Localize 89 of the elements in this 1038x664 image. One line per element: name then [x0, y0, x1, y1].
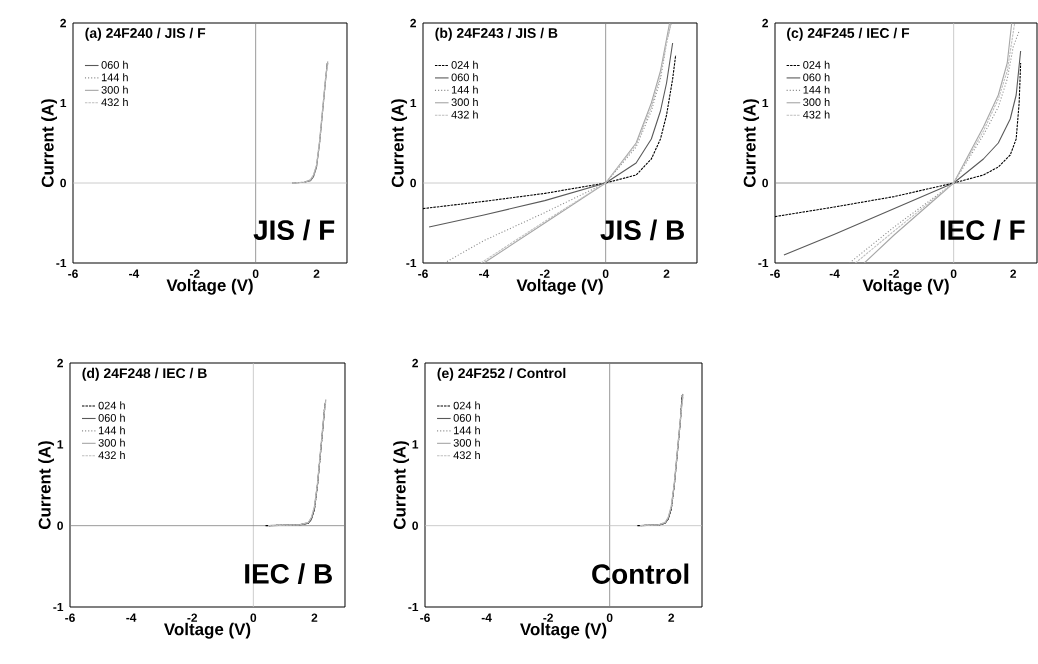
chart-title: (a) 24F240 / JIS / F [85, 27, 206, 41]
y-tick-label: 1 [60, 98, 67, 108]
x-tick-label: -6 [65, 613, 75, 622]
y-tick-label: 1 [412, 440, 419, 449]
x-tick-label: -2 [189, 269, 200, 278]
annotation: JIS / F [253, 219, 335, 241]
legend-label: 144 h [101, 73, 128, 82]
x-tick-label: -6 [770, 269, 780, 278]
legend-label: 432 h [101, 98, 128, 107]
legend-label: 432 h [453, 451, 480, 460]
x-tick-label: -4 [481, 613, 492, 622]
y-tick-label: 2 [57, 358, 63, 368]
y-tick-label: 0 [762, 178, 768, 188]
legend-label: 300 h [451, 98, 478, 107]
chart-title: (d) 24F248 / IEC / B [82, 367, 207, 381]
x-tick-label: 2 [1010, 269, 1017, 278]
legend-label: 024 h [453, 401, 480, 410]
x-tick-label: 0 [602, 269, 609, 278]
y-axis-title: Current (A) [393, 441, 410, 530]
chart-title: (b) 24F243 / JIS / B [435, 27, 558, 41]
y-tick-label: 0 [410, 178, 416, 188]
annotation: Control [592, 563, 689, 584]
legend-label: 060 h [451, 73, 478, 82]
x-tick-label: -6 [418, 269, 428, 278]
legend-label: 300 h [803, 98, 830, 107]
legend-label: 024 h [803, 60, 830, 69]
x-tick-label: 0 [250, 613, 257, 622]
y-tick-label: 0 [57, 521, 63, 530]
x-tick-label: 0 [606, 613, 613, 622]
y-tick-label: 1 [57, 440, 64, 449]
y-tick-label: 2 [60, 18, 66, 28]
x-tick-label: -4 [479, 269, 490, 278]
legend-label: 432 h [98, 451, 125, 460]
x-tick-label: -2 [543, 613, 553, 622]
y-tick-label: 1 [762, 98, 769, 108]
legend-label: 060 h [803, 73, 830, 82]
y-tick-label: 2 [762, 18, 769, 28]
chart-title: (e) 24F252 / Control [437, 367, 566, 381]
legend-label: 144 h [803, 85, 830, 94]
x-tick-label: 2 [313, 269, 320, 278]
annotation: IEC / F [940, 219, 1025, 241]
x-tick-label: 2 [668, 613, 675, 622]
y-axis-title: Current (A) [38, 441, 55, 530]
y-tick-label: 0 [412, 521, 418, 530]
y-tick-label: 0 [60, 178, 66, 188]
y-tick-label: 2 [410, 18, 417, 28]
legend-label: 024 h [451, 60, 478, 69]
y-axis-title: Current (A) [391, 99, 408, 187]
y-axis-title: Current (A) [743, 99, 760, 187]
y-tick-label: -1 [758, 258, 769, 268]
x-tick-label: -6 [420, 613, 430, 622]
x-tick-label: -2 [187, 613, 198, 622]
legend-label: 060 h [453, 413, 480, 422]
x-tick-label: 0 [252, 269, 259, 278]
chart-title: (c) 24F245 / IEC / F [787, 27, 910, 41]
annotation: JIS / B [600, 219, 684, 241]
x-axis-title: Voltage (V) [862, 278, 949, 295]
x-axis-title: Voltage (V) [164, 622, 251, 639]
legend-label: 432 h [451, 110, 478, 119]
legend-label: 432 h [803, 110, 830, 119]
y-tick-label: -1 [406, 258, 417, 268]
legend-label: 060 h [101, 60, 128, 69]
legend-label: 300 h [453, 438, 480, 447]
annotation: IEC / B [245, 563, 332, 584]
x-axis-title: Voltage (V) [520, 622, 607, 639]
legend-label: 144 h [98, 426, 125, 435]
y-tick-label: 2 [412, 358, 419, 368]
x-tick-label: -4 [129, 269, 140, 278]
x-tick-label: -4 [829, 269, 840, 278]
legend-label: 144 h [451, 85, 478, 94]
x-tick-label: 2 [311, 613, 318, 622]
x-tick-label: -2 [889, 269, 899, 278]
x-tick-label: -4 [126, 613, 137, 622]
legend-label: 144 h [454, 426, 480, 435]
y-tick-label: -1 [408, 602, 419, 612]
y-tick-label: -1 [53, 602, 64, 612]
y-tick-label: 1 [410, 98, 417, 108]
legend-label: 300 h [98, 438, 125, 447]
y-tick-label: -1 [56, 258, 67, 268]
x-tick-label: 2 [663, 269, 670, 278]
legend-label: 024 h [98, 401, 125, 410]
x-axis-title: Voltage (V) [516, 278, 603, 295]
x-axis-title: Voltage (V) [166, 278, 253, 295]
x-tick-label: 0 [950, 269, 957, 278]
x-tick-label: -2 [539, 269, 550, 278]
x-tick-label: -6 [68, 269, 78, 278]
legend-label: 060 h [98, 413, 125, 422]
y-axis-title: Current (A) [41, 99, 58, 187]
legend-label: 300 h [101, 85, 128, 94]
